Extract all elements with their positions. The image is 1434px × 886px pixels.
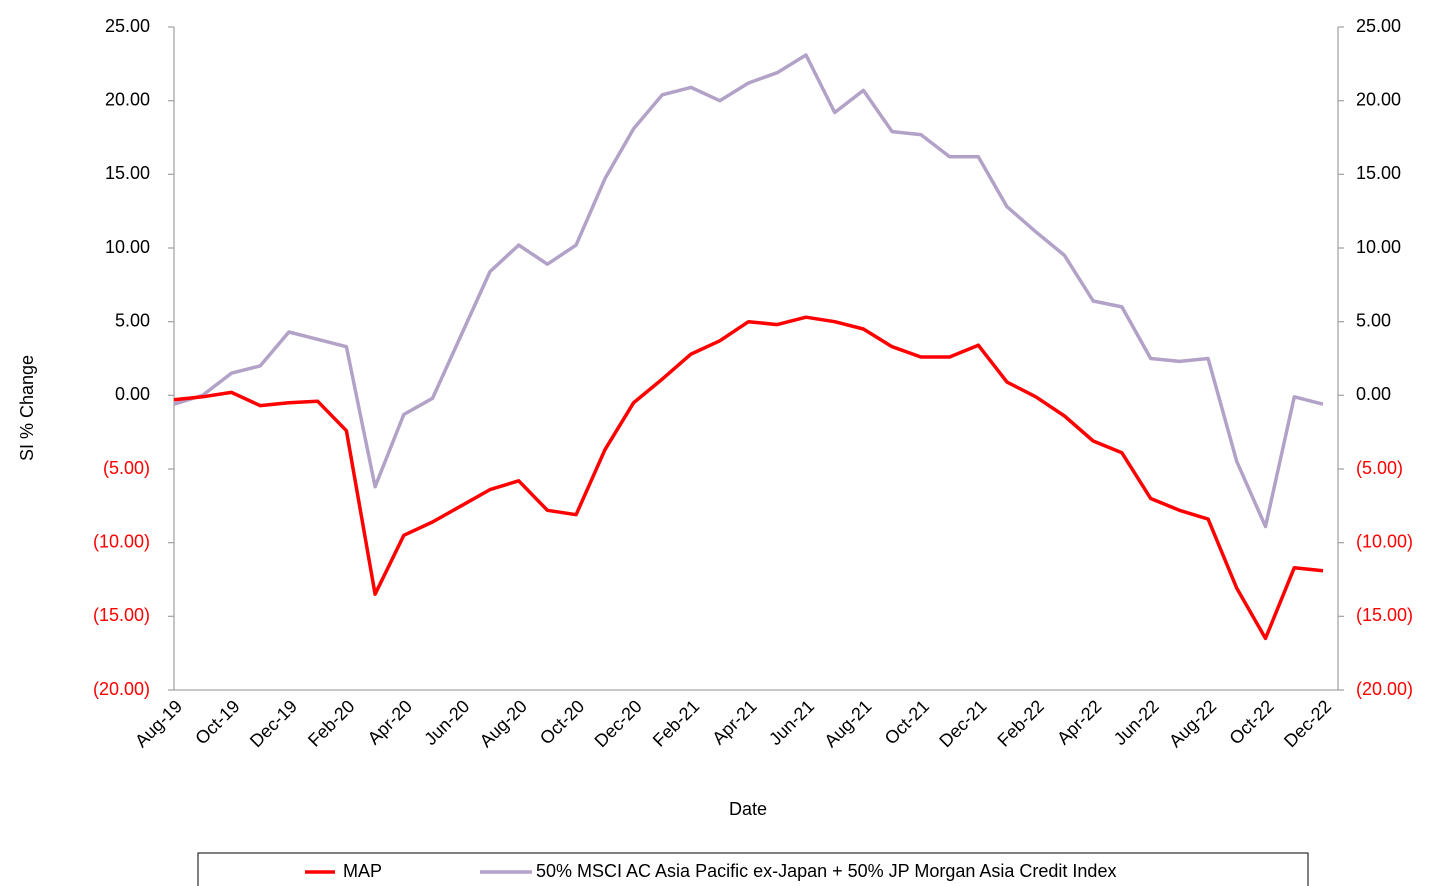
x-tick-label: Oct-19 [191,696,243,748]
legend-label: 50% MSCI AC Asia Pacific ex-Japan + 50% … [536,861,1116,881]
y-tick-label: (5.00) [103,458,150,478]
x-tick-label: Dec-21 [935,696,990,751]
x-tick-label: Jun-22 [1110,696,1163,749]
y-tick-label: 0.00 [115,384,150,404]
y2-tick-label: 10.00 [1356,237,1401,257]
x-tick-label: Feb-20 [304,696,358,750]
y-tick-label: 10.00 [105,237,150,257]
y-tick-label: 15.00 [105,163,150,183]
y2-tick-label: 15.00 [1356,163,1401,183]
y-tick-label: 5.00 [115,310,150,330]
x-tick-label: Apr-21 [708,696,760,748]
series-line [173,53,1324,529]
y2-tick-label: (5.00) [1356,458,1403,478]
x-tick-label: Oct-22 [1225,696,1277,748]
x-tick-label: Apr-20 [364,696,416,748]
x-tick-label: Aug-20 [476,696,531,751]
y-tick-label: 25.00 [105,16,150,36]
x-tick-label: Jun-20 [420,696,473,749]
x-tick-label: Aug-22 [1165,696,1220,751]
y-tick-label: 20.00 [105,89,150,109]
x-tick-label: Oct-21 [881,696,933,748]
legend-box [197,852,1309,886]
x-tick-label: Aug-19 [131,696,186,751]
y2-tick-label: (15.00) [1356,605,1413,625]
y2-tick-label: 0.00 [1356,384,1391,404]
y2-tick-label: 25.00 [1356,16,1401,36]
y2-tick-label: (10.00) [1356,531,1413,551]
y-tick-label: (10.00) [93,531,150,551]
y2-tick-label: 20.00 [1356,89,1401,109]
x-tick-label: Aug-21 [820,696,875,751]
y2-tick-label: 5.00 [1356,310,1391,330]
y-tick-label: (15.00) [93,605,150,625]
x-tick-label: Apr-22 [1053,696,1105,748]
y2-tick-label: (20.00) [1356,679,1413,699]
x-tick-label: Jun-21 [765,696,818,749]
x-axis-title: Date [729,799,767,819]
x-tick-label: Feb-21 [649,696,703,750]
y-axis-title: SI % Change [17,355,37,461]
x-tick-label: Dec-19 [246,696,301,751]
x-tick-label: Feb-22 [993,696,1047,750]
legend-label: MAP [343,861,382,881]
y-tick-label: (20.00) [93,679,150,699]
x-tick-label: Dec-22 [1280,696,1335,751]
series-line [173,315,1324,641]
x-tick-label: Dec-20 [591,696,646,751]
x-tick-label: Oct-20 [536,696,588,748]
